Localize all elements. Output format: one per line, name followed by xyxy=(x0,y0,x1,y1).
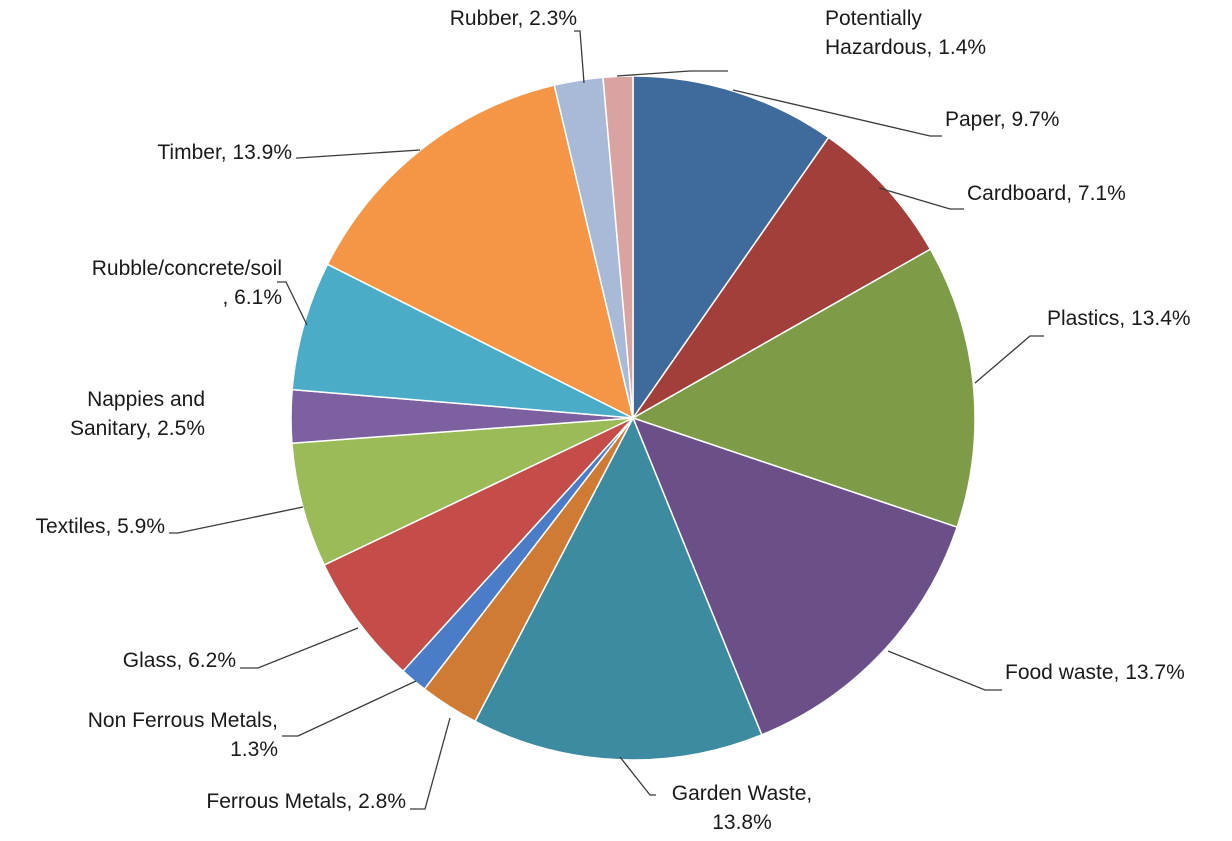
pie-slice xyxy=(291,263,634,419)
leader-line xyxy=(240,627,359,669)
pie-slice xyxy=(474,416,763,761)
slice-label-line: , 6.1% xyxy=(222,286,282,309)
pie-slice xyxy=(326,84,635,420)
slice-label-line: Paper, 9.7% xyxy=(945,108,1059,131)
slice-label: Rubber, 2.3% xyxy=(450,7,577,30)
slice-label: Cardboard, 7.1% xyxy=(967,182,1126,205)
slice-label-line: Non Ferrous Metals, xyxy=(88,709,278,732)
pie-slice xyxy=(632,75,830,421)
slice-label-line: Ferrous Metals, 2.8% xyxy=(206,790,406,813)
slice-label-line: Glass, 6.2% xyxy=(123,649,236,672)
slice-label-line: 1.3% xyxy=(230,738,278,761)
slice-label: Garden Waste, 13.8% xyxy=(672,782,812,834)
leader-line xyxy=(282,680,417,737)
slice-label-line: Rubble/concrete/soil xyxy=(92,257,282,280)
pie-slices xyxy=(290,75,976,761)
pie-slice xyxy=(632,136,932,419)
leader-lines xyxy=(169,30,1044,810)
slice-label-line: Plastics, 13.4% xyxy=(1047,307,1191,330)
leader-line xyxy=(878,187,964,210)
slice-label: Plastics, 13.4% xyxy=(1047,307,1191,330)
pie-slice xyxy=(631,416,959,736)
slice-label: Textiles, 5.9% xyxy=(35,515,165,538)
slice-label-line: Garden Waste, xyxy=(672,782,812,805)
leader-line xyxy=(574,30,585,84)
leader-line xyxy=(619,756,656,796)
slice-label: Non Ferrous Metals, 1.3% xyxy=(88,709,278,761)
slice-label-line: Cardboard, 7.1% xyxy=(967,182,1126,205)
slice-label-line: Timber, 13.9% xyxy=(157,141,292,164)
slice-label: Paper, 9.7% xyxy=(945,108,1059,131)
leader-line xyxy=(296,149,421,159)
pie-slice xyxy=(631,248,976,529)
slice-label-line: Textiles, 5.9% xyxy=(35,515,165,538)
slice-label: Rubble/concrete/soil , 6.1% xyxy=(92,257,282,309)
slice-labels: Paper, 9.7% Cardboard, 7.1% Plastics, 13.4… xyxy=(35,7,1190,834)
slice-label: Timber, 13.9% xyxy=(157,141,292,164)
slice-label-line: Nappies and xyxy=(87,388,205,411)
slice-label: Nappies and Sanitary, 2.5% xyxy=(70,388,205,440)
leader-line xyxy=(277,281,308,326)
leader-line xyxy=(616,70,728,77)
leader-line xyxy=(974,335,1044,384)
slice-label: Ferrous Metals, 2.8% xyxy=(206,790,406,813)
pie-slice xyxy=(323,417,634,673)
slice-label-line: Food waste, 13.7% xyxy=(1005,661,1185,684)
slice-label-line: Rubber, 2.3% xyxy=(450,7,577,30)
leader-line xyxy=(732,89,942,137)
pie-slice xyxy=(291,417,634,566)
leader-line xyxy=(887,650,1002,691)
leader-line xyxy=(410,717,451,810)
slice-label-line: Hazardous, 1.4% xyxy=(825,36,986,59)
slice-label: Potentially Hazardous, 1.4% xyxy=(825,7,986,59)
slice-label-line: Sanitary, 2.5% xyxy=(70,417,205,440)
leader-line xyxy=(169,506,304,534)
slice-label-line: Potentially xyxy=(825,7,922,30)
slice-label-line: 13.8% xyxy=(712,811,772,834)
slice-label: Glass, 6.2% xyxy=(123,649,236,672)
slice-label: Food waste, 13.7% xyxy=(1005,661,1185,684)
